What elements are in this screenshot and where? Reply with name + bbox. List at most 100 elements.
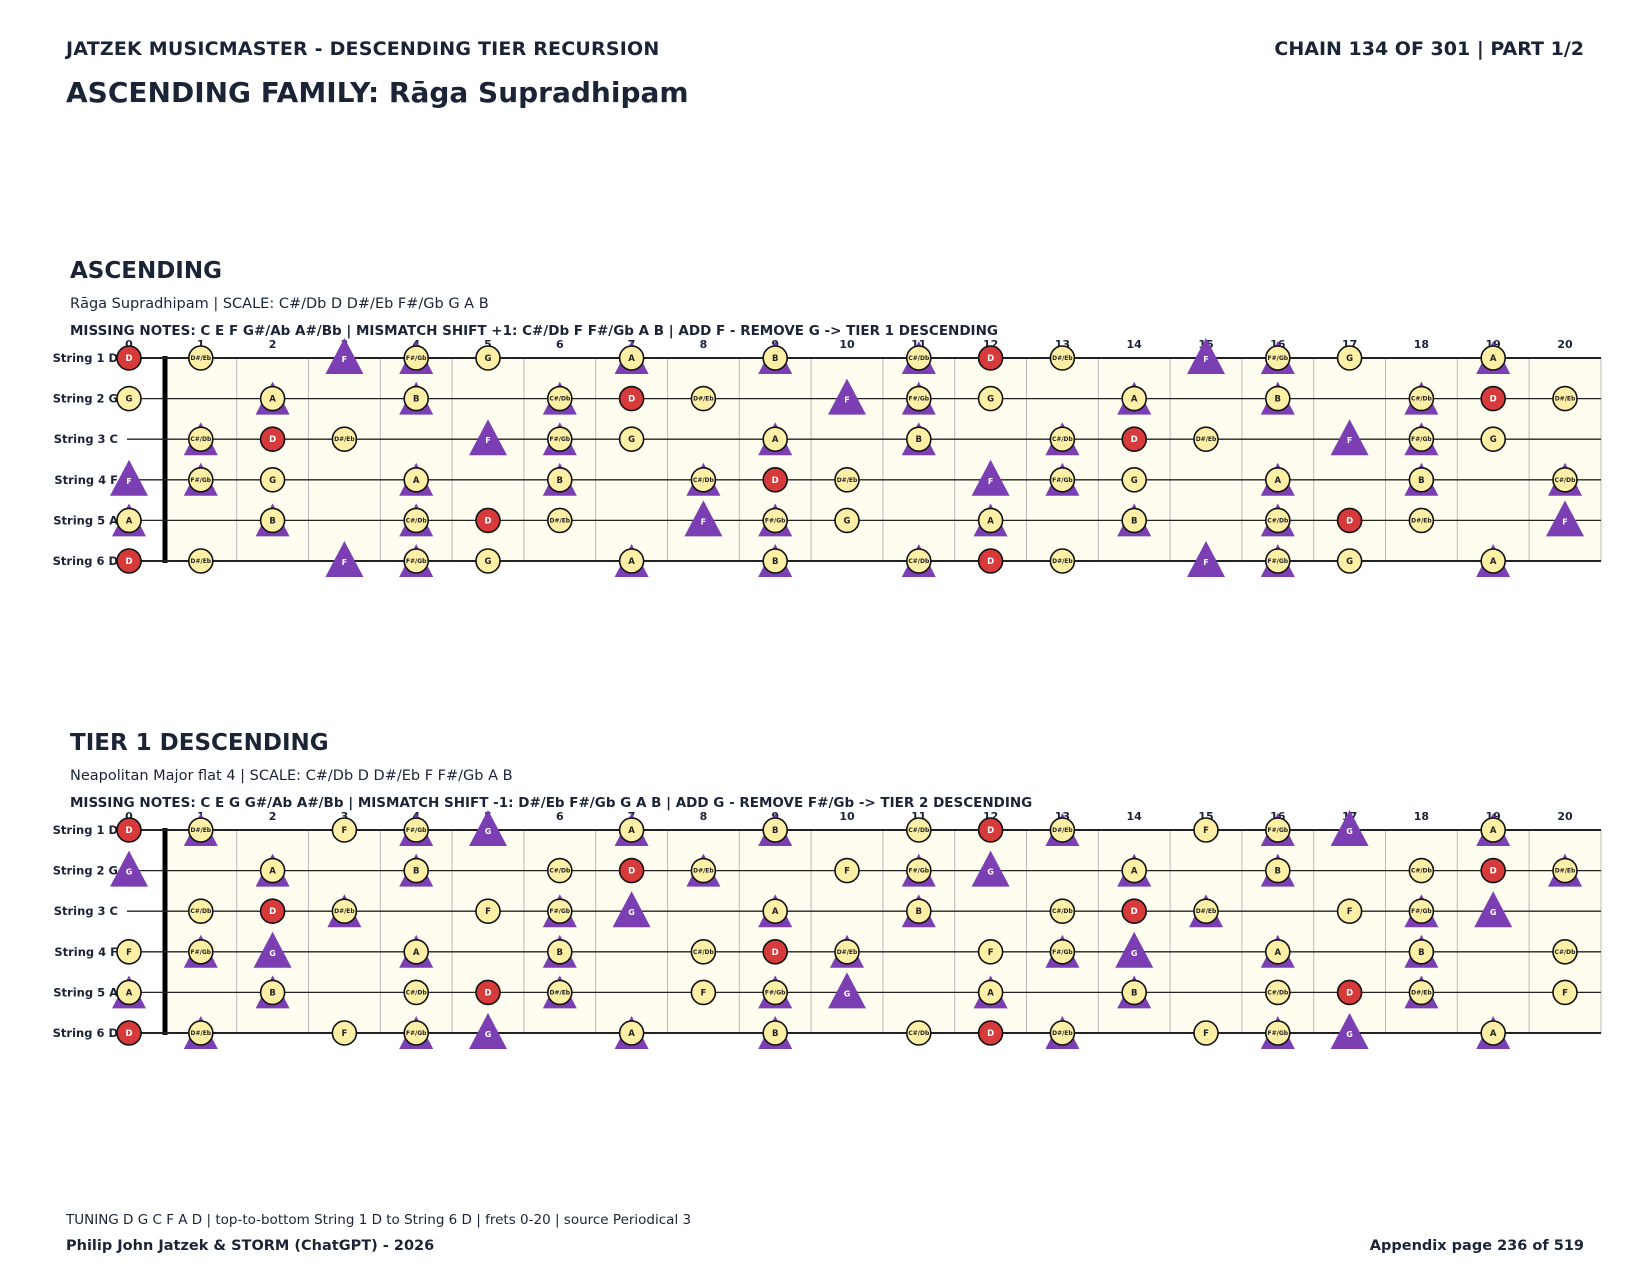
scale-note-marker <box>762 979 789 1006</box>
scale-note-marker <box>259 979 286 1006</box>
fret-number: 2 <box>269 810 277 823</box>
scale-note-marker <box>1408 898 1435 924</box>
note-label: B <box>772 557 778 567</box>
scale-note-marker <box>1552 385 1578 412</box>
note-label: G <box>844 516 851 526</box>
note-label: F <box>485 436 490 445</box>
string-label: String 5 A <box>53 985 118 999</box>
scale-note-marker <box>618 345 645 371</box>
string-label: String 2 G <box>53 392 118 406</box>
scale-note-marker <box>618 1020 645 1046</box>
scale-note-marker <box>403 857 430 884</box>
note-label: D <box>269 435 276 445</box>
fret-number: 20 <box>1557 810 1573 823</box>
scale-note-marker <box>116 385 142 412</box>
scale-note-marker <box>546 385 573 412</box>
scale-note-marker <box>475 898 501 924</box>
root-note-marker <box>116 345 142 371</box>
scale-note-marker <box>403 939 430 965</box>
note-label: F <box>341 1029 347 1039</box>
note-label: D <box>987 354 994 364</box>
added-note-triangle <box>1330 1013 1369 1049</box>
note-label: B <box>772 1029 778 1039</box>
note-label: A <box>628 1029 635 1039</box>
note-label: C#/Db <box>1411 868 1433 875</box>
scale-note-marker <box>618 548 645 574</box>
fret-number: 10 <box>839 810 855 823</box>
note-label: F <box>341 826 347 836</box>
note-label: C#/Db <box>406 989 428 996</box>
fret-number: 10 <box>839 338 855 351</box>
note-label: C#/Db <box>908 827 930 834</box>
added-note-triangle <box>1187 338 1225 374</box>
scale-note-marker <box>1480 1020 1506 1046</box>
note-label: D#/Eb <box>1052 827 1073 834</box>
note-label: F#/Gb <box>406 1030 427 1037</box>
scale-note-marker <box>1408 426 1435 452</box>
scale-note-marker <box>905 817 932 843</box>
note-label: D <box>125 826 132 836</box>
note-label: C#/Db <box>908 558 930 565</box>
fret-number: 6 <box>556 338 564 351</box>
scale-note-marker <box>1480 426 1506 452</box>
note-label: F <box>1203 1029 1209 1039</box>
scale-note-marker <box>977 385 1004 412</box>
note-label: F <box>1562 988 1568 998</box>
note-label: C#/Db <box>1411 396 1433 403</box>
note-label: F#/Gb <box>1411 908 1432 915</box>
note-label: F#/Gb <box>909 396 930 403</box>
note-label: A <box>1490 354 1497 364</box>
scale-note-marker <box>259 385 286 412</box>
note-label: A <box>628 354 635 364</box>
added-note-triangle <box>469 1013 507 1049</box>
scale-note-marker <box>762 898 789 924</box>
string-label: String 3 C <box>54 432 118 446</box>
scale-note-marker <box>1193 898 1219 924</box>
note-label: B <box>1131 988 1137 998</box>
added-note-triangle <box>684 500 723 537</box>
scale-note-marker <box>1265 817 1291 843</box>
added-note-triangle <box>1187 541 1225 577</box>
note-label: D#/Eb <box>1411 517 1432 524</box>
note-label: G <box>485 354 492 364</box>
root-note-marker <box>762 467 789 493</box>
note-label: A <box>1490 557 1497 567</box>
scale-note-marker <box>618 817 645 843</box>
added-note-triangle <box>1330 419 1369 456</box>
note-label: B <box>557 476 563 486</box>
fret-number: 14 <box>1127 338 1143 351</box>
note-label: F#/Gb <box>406 355 427 362</box>
scale-note-marker <box>403 385 430 412</box>
note-label: A <box>1275 476 1282 486</box>
note-label: G <box>1346 1030 1353 1039</box>
fret-number: 0 <box>125 810 133 823</box>
scale-note-marker <box>1552 857 1578 884</box>
scale-note-marker <box>905 345 932 371</box>
scale-note-marker <box>977 939 1004 965</box>
scale-note-marker <box>690 385 717 412</box>
scale-note-marker <box>188 817 214 843</box>
scale-note-marker <box>1265 345 1291 371</box>
scale-note-marker <box>1265 939 1291 965</box>
scale-note-marker <box>618 426 645 452</box>
note-label: D#/Eb <box>693 396 714 403</box>
root-note-marker <box>1121 426 1147 452</box>
scale-note-marker <box>762 507 789 534</box>
scale-note-marker <box>762 345 789 371</box>
note-label: F <box>1203 355 1208 364</box>
scale-note-marker <box>116 979 142 1006</box>
scale-note-marker <box>1480 817 1506 843</box>
added-note-triangle <box>253 931 292 968</box>
section-1-subtitle: Rāga Supradhipam | SCALE: C#/Db D D#/Eb … <box>70 296 489 312</box>
scale-note-marker <box>905 385 932 412</box>
scale-note-marker <box>1408 979 1435 1006</box>
fret-number: 20 <box>1557 338 1573 351</box>
footer-tuning-note: TUNING D G C F A D | top-to-bottom Strin… <box>66 1212 692 1228</box>
note-label: C#/Db <box>190 436 212 443</box>
section-1-title: ASCENDING <box>70 258 222 284</box>
note-label: D#/Eb <box>191 827 212 834</box>
scale-note-marker <box>1265 507 1291 534</box>
scale-note-marker <box>905 857 932 884</box>
string-label: String 4 F <box>54 945 118 959</box>
scale-note-marker <box>1408 385 1435 412</box>
